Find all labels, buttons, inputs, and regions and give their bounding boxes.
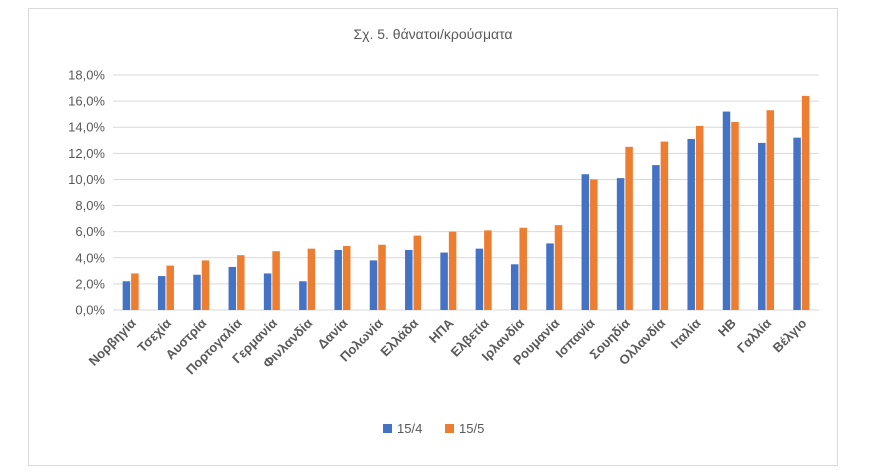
- x-tick-label: ΗΒ: [715, 316, 739, 340]
- x-tick-label: Γαλλία: [734, 316, 774, 356]
- bar-15-5: [766, 110, 775, 310]
- bar-15-4: [687, 138, 695, 310]
- bar-15-4: [440, 252, 448, 310]
- bar-15-4: [546, 243, 554, 310]
- bar-15-4: [758, 142, 766, 310]
- x-axis-ticks: ΝορβηγίαΤσεχίαΑυστρίαΠορτογαλίαΓερμανίαΦ…: [86, 315, 810, 377]
- y-tick-label: 16,0%: [68, 94, 105, 109]
- bar-15-5: [695, 125, 704, 311]
- bar-15-5: [272, 251, 280, 310]
- bar-15-4: [475, 248, 484, 310]
- gridlines: [113, 74, 819, 311]
- legend-swatch: [445, 424, 454, 433]
- bar-15-4: [510, 264, 519, 310]
- bar-15-4: [122, 281, 131, 310]
- y-axis-ticks: 0,0% 2,0% 4,0% 6,0% 8,0% 10,0% 12,0% 14,0% 16,0%…: [68, 68, 105, 318]
- legend-swatch: [383, 424, 392, 433]
- bar-15-5: [590, 179, 598, 310]
- bar-15-4: [228, 266, 237, 310]
- chart-svg: Σχ. 5. θάνατοι/κρούσματα 0,0% 2,0% 4,0% 6,0…: [68, 26, 819, 436]
- bar-15-5: [307, 248, 316, 310]
- chart-area: Σχ. 5. θάνατοι/κρούσματα 0,0% 2,0% 4,0% 6,0…: [28, 8, 838, 466]
- bar-15-4: [405, 249, 413, 310]
- bar-15-5: [484, 230, 492, 310]
- bar-15-5: [554, 225, 563, 310]
- bar-15-5: [625, 146, 633, 310]
- bar-15-4: [263, 273, 272, 310]
- legend: 15/4 15/5: [383, 421, 484, 436]
- y-tick-label: 18,0%: [68, 68, 105, 83]
- bar-15-5: [519, 227, 527, 310]
- y-tick-label: 14,0%: [68, 120, 105, 135]
- y-tick-label: 2,0%: [75, 276, 105, 291]
- x-tick-label: ΗΠΑ: [426, 315, 457, 346]
- bar-15-5: [342, 246, 351, 310]
- legend-label: 15/4: [397, 421, 422, 436]
- bar-15-5: [731, 122, 739, 310]
- bar-15-5: [131, 273, 139, 310]
- bar-15-5: [448, 231, 457, 310]
- x-tick-label: Ελλάδα: [377, 316, 421, 360]
- bar-15-4: [193, 274, 201, 310]
- bar-15-5: [237, 255, 245, 310]
- x-tick-label: Νορβηγία: [86, 316, 139, 369]
- bar-15-5: [166, 265, 174, 310]
- y-tick-label: 6,0%: [75, 224, 105, 239]
- bar-15-5: [413, 235, 422, 310]
- bar-15-4: [299, 281, 307, 310]
- bar-15-4: [652, 165, 660, 310]
- y-tick-label: 12,0%: [68, 146, 105, 161]
- y-tick-label: 4,0%: [75, 250, 105, 265]
- bar-15-5: [378, 244, 386, 310]
- legend-label: 15/5: [459, 421, 484, 436]
- bar-15-4: [793, 137, 801, 310]
- bar-15-5: [660, 141, 669, 310]
- bar-15-4: [334, 249, 342, 310]
- bar-15-4: [616, 178, 625, 310]
- chart-title: Σχ. 5. θάνατοι/κρούσματα: [353, 26, 512, 42]
- y-tick-label: 8,0%: [75, 198, 105, 213]
- bar-15-4: [369, 260, 378, 310]
- bar-15-4: [722, 111, 731, 310]
- bar-15-5: [201, 260, 210, 310]
- y-tick-label: 0,0%: [75, 303, 105, 318]
- bar-15-5: [801, 95, 810, 310]
- x-tick-label: Βέλγιο: [770, 315, 810, 355]
- bars: [122, 95, 810, 311]
- x-tick-label: Ιταλία: [668, 316, 704, 352]
- bar-15-4: [581, 174, 590, 310]
- y-tick-label: 10,0%: [68, 172, 105, 187]
- bar-15-4: [157, 276, 166, 310]
